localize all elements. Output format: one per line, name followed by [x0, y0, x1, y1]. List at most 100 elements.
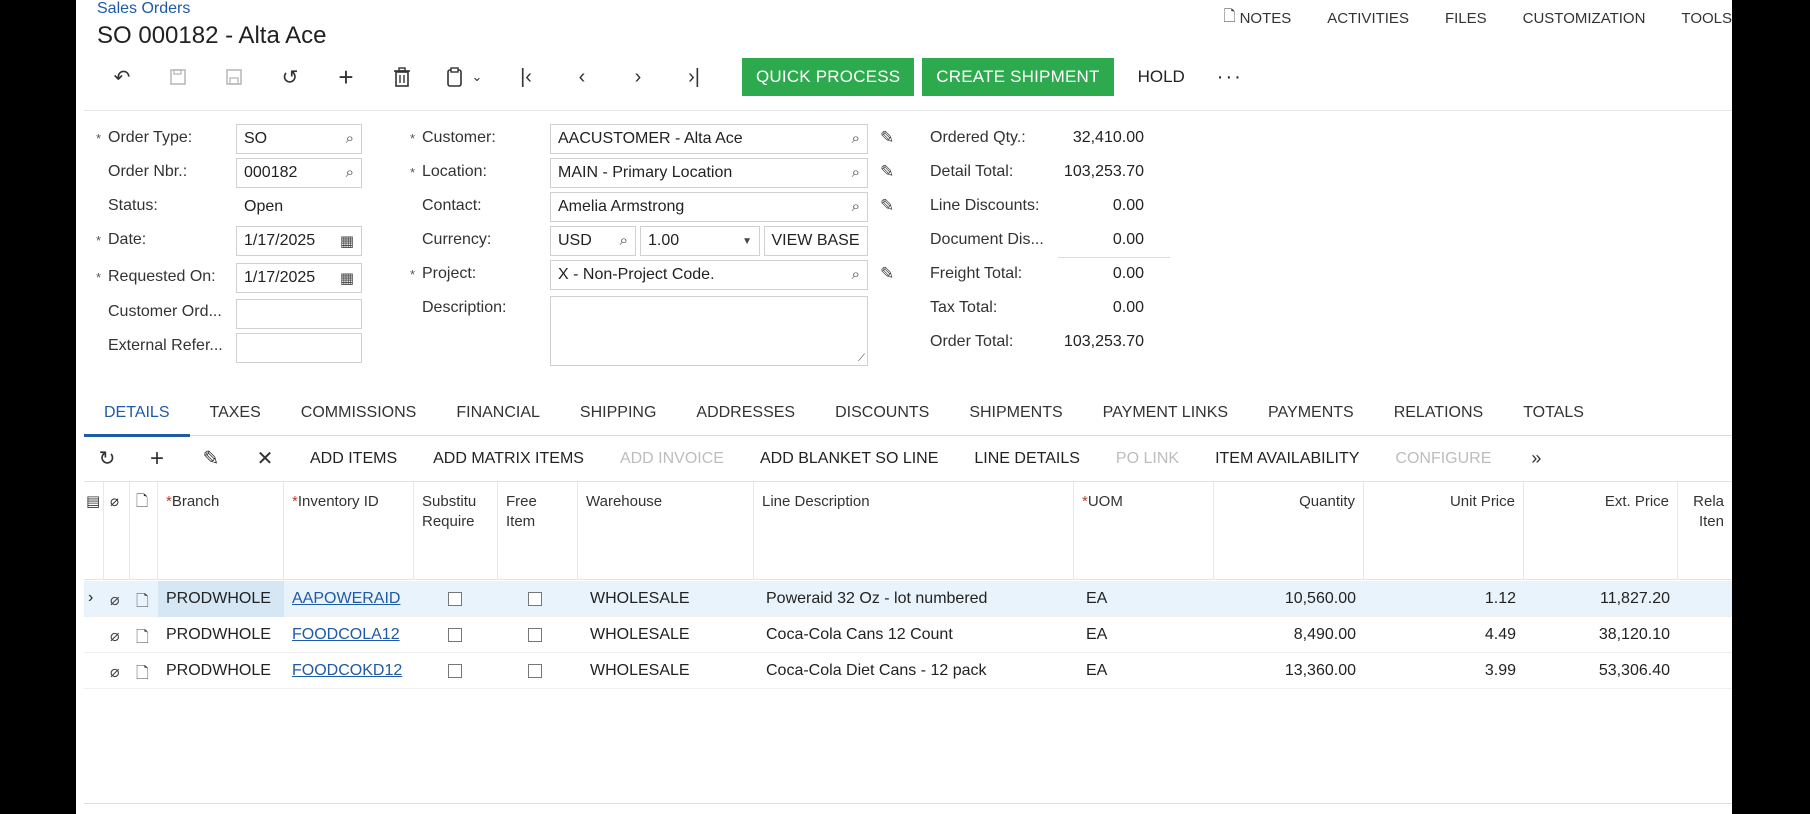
edit-contact-pencil-icon[interactable]: ✎: [880, 196, 895, 215]
cell-uom[interactable]: EA: [1086, 590, 1108, 607]
cell-warehouse[interactable]: WHOLESALE: [590, 590, 690, 607]
files-link[interactable]: FILES: [1445, 6, 1487, 31]
add-row-icon[interactable]: +: [149, 444, 164, 472]
breadcrumb[interactable]: Sales Orders: [97, 0, 191, 17]
delete-icon[interactable]: [374, 58, 430, 96]
save-icon[interactable]: [206, 58, 262, 96]
cell-ext-price[interactable]: 53,306.40: [1598, 662, 1670, 679]
cell-ext-price[interactable]: 38,120.10: [1598, 626, 1670, 643]
tab-addresses[interactable]: ADDRESSES: [696, 403, 796, 421]
customer-ord-field[interactable]: [236, 299, 362, 329]
edit-customer-pencil-icon[interactable]: ✎: [880, 128, 895, 147]
substitute-required-checkbox[interactable]: [440, 653, 480, 689]
cell-quantity[interactable]: 13,360.00: [1284, 662, 1356, 679]
note-icon[interactable]: 🗋: [136, 593, 149, 610]
column-inventory-id[interactable]: *Inventory ID: [284, 482, 414, 580]
cell-quantity[interactable]: 8,490.00: [1293, 626, 1356, 643]
tab-totals[interactable]: TOTALS: [1523, 403, 1584, 421]
last-record-icon[interactable]: ›|: [688, 65, 700, 88]
search-icon[interactable]: ⌕: [345, 130, 354, 147]
tab-relations[interactable]: RELATIONS: [1393, 403, 1484, 421]
column-uom[interactable]: *UOM: [1074, 482, 1214, 580]
search-icon[interactable]: ⌕: [851, 266, 860, 283]
quick-process-button[interactable]: QUICK PROCESS: [742, 58, 915, 96]
first-record-icon[interactable]: |‹: [520, 65, 532, 88]
add-items-button[interactable]: ADD ITEMS: [310, 449, 398, 467]
edit-location-pencil-icon[interactable]: ✎: [880, 162, 895, 181]
tab-financial[interactable]: FINANCIAL: [456, 403, 540, 421]
view-base-button[interactable]: VIEW BASE: [764, 226, 868, 256]
add-matrix-items-button[interactable]: ADD MATRIX ITEMS: [433, 449, 584, 467]
order-nbr-field[interactable]: 000182 ⌕: [236, 158, 362, 188]
cell-branch[interactable]: PRODWHOLE: [166, 626, 271, 643]
requested-on-field[interactable]: 1/17/2025 ▦: [236, 263, 362, 293]
create-shipment-button[interactable]: CREATE SHIPMENT: [922, 58, 1114, 96]
delete-row-icon[interactable]: ✕: [256, 448, 274, 470]
cell-uom[interactable]: EA: [1086, 626, 1108, 643]
row-selector-icon[interactable]: ▤: [84, 482, 104, 580]
document-discount-value[interactable]: 0.00: [1112, 231, 1144, 248]
cell-line-description[interactable]: Poweraid 32 Oz - lot numbered: [766, 590, 988, 607]
calendar-icon[interactable]: ▦: [339, 233, 354, 250]
calendar-icon[interactable]: ▦: [339, 270, 354, 287]
cell-uom[interactable]: EA: [1086, 662, 1108, 679]
cell-branch[interactable]: PRODWHOLE: [158, 581, 284, 617]
location-field[interactable]: MAIN - Primary Location ⌕: [550, 158, 868, 188]
search-icon[interactable]: ⌕: [619, 232, 628, 249]
column-related-items[interactable]: Rela Iten: [1678, 482, 1732, 580]
line-details-button[interactable]: LINE DETAILS: [974, 449, 1080, 467]
customer-field[interactable]: AACUSTOMER - Alta Ace ⌕: [550, 124, 868, 154]
resize-handle-icon[interactable]: ⟋: [858, 353, 865, 364]
cell-unit-price[interactable]: 4.49: [1484, 626, 1516, 643]
date-field[interactable]: 1/17/2025 ▦: [236, 226, 362, 256]
column-free-item[interactable]: Free Item: [498, 482, 578, 580]
table-row[interactable]: ⌀ 🗋 PRODWHOLE FOODCOLA12 WHOLESALE Coca-…: [84, 617, 1732, 653]
search-icon[interactable]: ⌕: [851, 198, 860, 215]
cell-inventory-id[interactable]: AAPOWERAID: [292, 590, 401, 607]
search-icon[interactable]: ⌕: [345, 164, 354, 181]
tab-details[interactable]: DETAILS: [84, 390, 190, 437]
order-type-field[interactable]: SO ⌕: [236, 124, 362, 154]
cell-inventory-id[interactable]: FOODCOKD12: [292, 662, 403, 679]
description-textarea[interactable]: ⟋: [550, 296, 868, 366]
edit-pencil-icon[interactable]: ✎: [202, 448, 220, 470]
column-line-description[interactable]: Line Description: [754, 482, 1074, 580]
copy-paste-icon[interactable]: ⌄: [430, 58, 498, 96]
cell-ext-price[interactable]: 11,827.20: [1600, 590, 1670, 607]
cell-warehouse[interactable]: WHOLESALE: [590, 662, 690, 679]
tab-shipping[interactable]: SHIPPING: [579, 403, 657, 421]
column-branch[interactable]: *Branch: [158, 482, 284, 580]
table-row[interactable]: ⌀ 🗋 PRODWHOLE FOODCOKD12 WHOLESALE Coca-…: [84, 653, 1732, 689]
cell-warehouse[interactable]: WHOLESALE: [590, 626, 690, 643]
tab-payments[interactable]: PAYMENTS: [1268, 403, 1354, 421]
tools-link[interactable]: TOOLS: [1681, 6, 1732, 31]
cell-inventory-id[interactable]: FOODCOLA12: [292, 626, 400, 643]
free-item-checkbox[interactable]: [520, 581, 560, 617]
project-field[interactable]: X - Non-Project Code. ⌕: [550, 260, 868, 290]
note-icon[interactable]: 🗋: [136, 665, 149, 682]
configure-button[interactable]: CONFIGURE: [1395, 449, 1492, 467]
refresh-icon[interactable]: ↻: [98, 448, 116, 470]
tab-commissions[interactable]: COMMISSIONS: [300, 403, 417, 421]
add-blanket-so-line-button[interactable]: ADD BLANKET SO LINE: [759, 449, 939, 467]
currency-field[interactable]: USD ⌕: [550, 226, 636, 256]
column-warehouse[interactable]: Warehouse: [578, 482, 754, 580]
item-availability-button[interactable]: ITEM AVAILABILITY: [1215, 449, 1360, 467]
back-icon[interactable]: ↶: [113, 66, 131, 89]
column-substitute-required[interactable]: Substitu Require: [414, 482, 498, 580]
cell-quantity[interactable]: 10,560.00: [1284, 590, 1356, 607]
more-actions-button[interactable]: ···: [1216, 65, 1243, 88]
next-record-icon[interactable]: ›: [634, 65, 642, 88]
tab-discounts[interactable]: DISCOUNTS: [835, 403, 930, 421]
tab-shipments[interactable]: SHIPMENTS: [969, 403, 1063, 421]
table-row[interactable]: › ⌀ 🗋 PRODWHOLE AAPOWERAID WHOLESALE Pow…: [84, 581, 1732, 617]
paperclip-icon[interactable]: ⌀: [110, 628, 120, 645]
cell-line-description[interactable]: Coca-Cola Diet Cans - 12 pack: [766, 662, 987, 679]
activities-link[interactable]: ACTIVITIES: [1327, 6, 1409, 31]
column-unit-price[interactable]: Unit Price: [1364, 482, 1524, 580]
cell-branch[interactable]: PRODWHOLE: [166, 662, 271, 679]
substitute-required-checkbox[interactable]: [440, 581, 480, 617]
substitute-required-checkbox[interactable]: [440, 617, 480, 653]
add-invoice-button[interactable]: ADD INVOICE: [619, 449, 724, 467]
note-icon[interactable]: 🗋: [136, 629, 149, 646]
